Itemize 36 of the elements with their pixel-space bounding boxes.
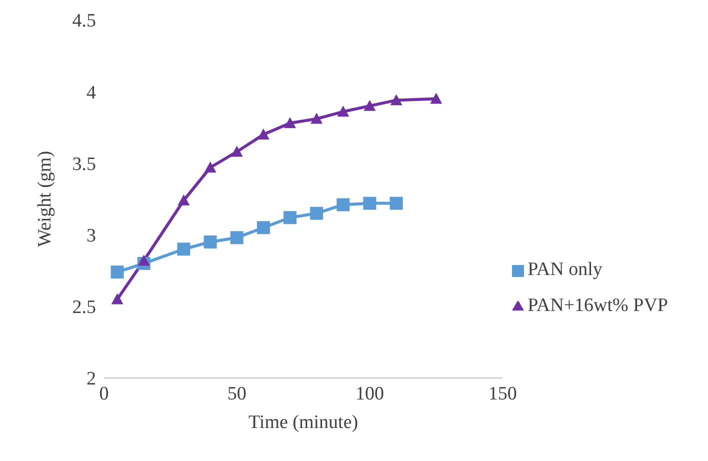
point [177, 242, 190, 256]
point [256, 221, 270, 234]
x-tick-label: 150 [488, 383, 517, 404]
y-tick-label: 3 [86, 226, 96, 247]
point [390, 196, 403, 210]
point [390, 94, 402, 106]
point [257, 128, 270, 140]
point [111, 293, 124, 304]
point [284, 211, 297, 224]
legend-label: PAN only [528, 259, 602, 280]
x-tick-label: 0 [99, 383, 109, 404]
point [284, 117, 296, 128]
y-tick-label: 2 [86, 368, 96, 390]
y-axis-title: Weight (gm) [34, 150, 56, 248]
point [110, 266, 124, 279]
point [178, 194, 190, 206]
y-tick-label: 4 [86, 82, 96, 104]
point [310, 112, 323, 124]
x-tick-label: 100 [355, 383, 384, 404]
point [363, 196, 376, 210]
point [364, 100, 376, 111]
y-tick-label: 2.5 [72, 297, 96, 318]
legend-label: PAN+16wt% PVP [528, 295, 668, 316]
point [336, 198, 350, 212]
point [230, 146, 243, 157]
x-tick-label: 50 [227, 383, 246, 404]
point [430, 92, 442, 104]
y-tick-label: 3.5 [72, 154, 96, 175]
point [204, 161, 216, 172]
point [230, 231, 244, 244]
point [310, 206, 324, 220]
x-axis-title: Time (minute) [248, 412, 358, 433]
point [204, 235, 217, 248]
y-tick-label: 4.5 [72, 10, 96, 32]
point [138, 254, 150, 266]
point [337, 106, 350, 117]
